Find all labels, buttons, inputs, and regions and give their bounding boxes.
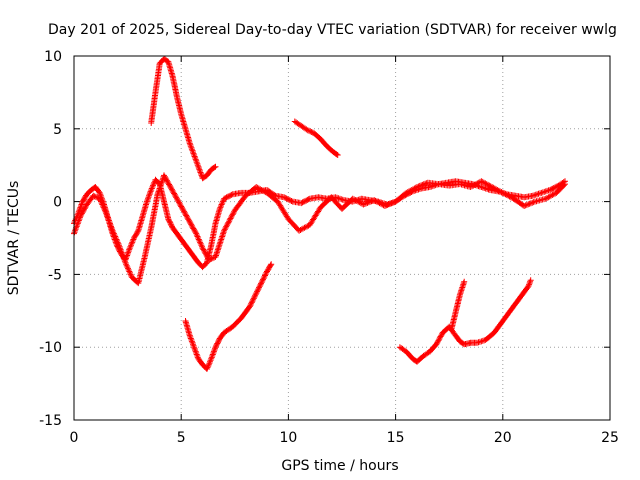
x-tick-label: 10 — [279, 430, 297, 446]
x-tick-label: 0 — [70, 430, 79, 446]
series-track-e — [182, 261, 275, 372]
data-point-markers — [396, 277, 534, 365]
y-tick-label: -10 — [39, 340, 62, 356]
series-track-d — [291, 118, 341, 158]
data-point-markers — [182, 261, 275, 372]
x-tick-labels: 0 5 10 15 20 25 — [70, 430, 619, 446]
data-point-markers — [148, 55, 219, 182]
series-track-g — [448, 278, 468, 333]
x-tick-label: 5 — [177, 430, 186, 446]
y-tick-label: 5 — [53, 122, 62, 138]
x-tick-label: 25 — [601, 430, 619, 446]
y-tick-labels: -15 -10 -5 0 5 10 — [39, 49, 62, 429]
y-tick-label: 10 — [44, 49, 62, 65]
chart-title: Day 201 of 2025, Sidereal Day-to-day VTE… — [48, 22, 617, 38]
y-tick-label: 0 — [53, 195, 62, 211]
series-track-c — [148, 55, 219, 182]
data-point-markers — [448, 278, 468, 333]
plot-frame — [73, 55, 611, 421]
y-axis-label: SDTVAR / TECUs — [6, 181, 22, 296]
x-axis-label: GPS time / hours — [281, 458, 398, 474]
y-tick-label: -5 — [48, 267, 62, 283]
series-track-f — [396, 277, 534, 365]
x-tick-label: 15 — [387, 430, 405, 446]
data-point-markers — [291, 118, 341, 158]
x-tick-label: 20 — [494, 430, 512, 446]
y-tick-label: -15 — [39, 413, 62, 429]
